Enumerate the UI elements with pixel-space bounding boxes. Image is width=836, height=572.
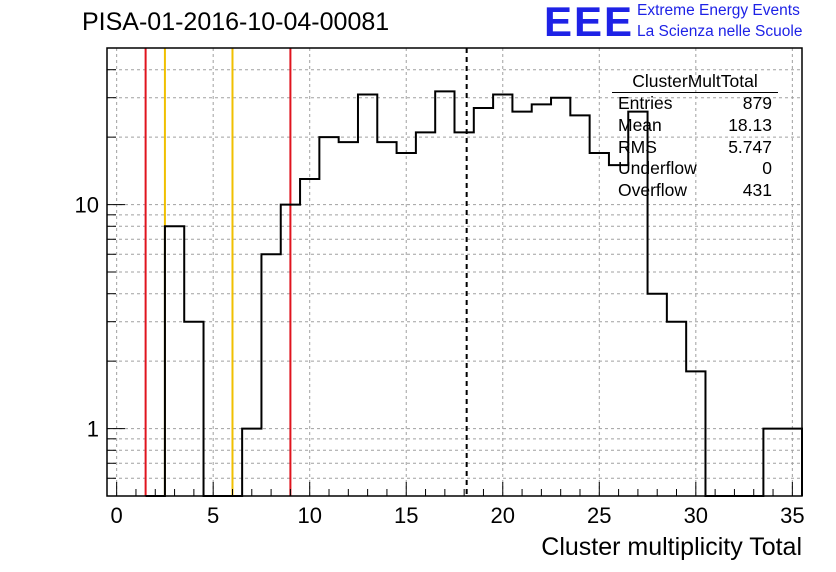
- logo-caption-line1: Extreme Energy Events: [637, 2, 800, 19]
- histogram-bin: [261, 254, 280, 496]
- histogram-bin: [455, 132, 474, 496]
- histogram-bin: [532, 104, 551, 496]
- stats-box: ClusterMultTotal Entries 879 Mean 18.13 …: [612, 70, 778, 202]
- stats-label: Overflow: [618, 180, 688, 201]
- stats-value: 5.747: [728, 136, 772, 157]
- stats-value: 18.13: [728, 114, 772, 135]
- stats-label: RMS: [618, 136, 657, 157]
- histogram-bin: [551, 98, 570, 496]
- grid-lines: [107, 48, 802, 496]
- x-tick-label: 5: [207, 503, 219, 528]
- stats-row-mean: Mean 18.13: [612, 115, 778, 137]
- axis-ticks: [107, 69, 793, 496]
- histogram-bin: [570, 115, 589, 496]
- stats-row-underflow: Underflow 0: [612, 158, 778, 180]
- histogram-bin: [358, 95, 377, 496]
- x-tick-label: 15: [394, 503, 418, 528]
- stats-row-overflow: Overflow 431: [612, 180, 778, 202]
- stats-value: 0: [762, 158, 772, 179]
- histogram-bin: [474, 108, 493, 496]
- stats-label: Mean: [618, 114, 662, 135]
- stats-label: Entries: [618, 93, 673, 113]
- x-tick-label: 0: [111, 503, 123, 528]
- histogram-outline: [145, 90, 803, 497]
- stats-row-entries: Entries 879: [612, 93, 778, 115]
- histogram-bin: [339, 142, 358, 496]
- x-tick-label: 25: [587, 503, 611, 528]
- histogram-bin: [416, 132, 435, 496]
- y-tick-label: 1: [87, 417, 99, 442]
- histogram-bin: [648, 294, 667, 496]
- eee-logo: EEE: [544, 0, 635, 45]
- histogram-bin: [377, 142, 396, 496]
- x-tick-label: 10: [297, 503, 321, 528]
- stats-value: 431: [742, 180, 772, 201]
- tick-labels: 0 5 10 15 20 25 30 35 1 10: [75, 193, 805, 528]
- stats-row-rms: RMS 5.747: [612, 137, 778, 159]
- x-tick-label: 20: [491, 503, 515, 528]
- logo-caption-line2: La Scienza nelle Scuole: [637, 23, 803, 40]
- histogram-bars: [145, 90, 803, 497]
- stats-label: Underflow: [618, 158, 697, 179]
- stats-value: 879: [742, 93, 772, 113]
- histogram-bin: [319, 137, 338, 496]
- stats-title: ClusterMultTotal: [612, 70, 778, 93]
- x-tick-label: 30: [684, 503, 708, 528]
- x-axis-title: Cluster multiplicity Total: [541, 533, 802, 561]
- histogram-bin: [184, 322, 203, 496]
- page-title: PISA-01-2016-10-04-00081: [82, 8, 390, 36]
- histogram-bin: [667, 322, 686, 496]
- y-tick-label: 10: [75, 193, 99, 218]
- x-tick-label: 35: [780, 503, 804, 528]
